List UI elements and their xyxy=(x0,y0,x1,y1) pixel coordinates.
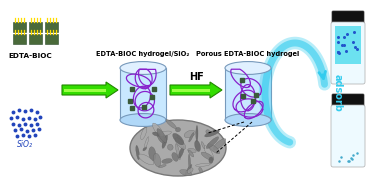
Ellipse shape xyxy=(162,135,167,148)
Ellipse shape xyxy=(130,120,226,176)
Ellipse shape xyxy=(175,138,186,149)
Ellipse shape xyxy=(136,145,139,160)
Text: EDTA-BIOC hydrogel/SiO₂: EDTA-BIOC hydrogel/SiO₂ xyxy=(96,51,190,57)
Ellipse shape xyxy=(199,167,203,173)
Ellipse shape xyxy=(206,137,218,149)
Ellipse shape xyxy=(175,144,180,160)
FancyArrow shape xyxy=(172,88,210,91)
Ellipse shape xyxy=(201,152,214,160)
Ellipse shape xyxy=(144,137,149,148)
Bar xyxy=(120,68,166,120)
Bar xyxy=(29,34,42,44)
Bar xyxy=(225,68,271,120)
Ellipse shape xyxy=(206,130,210,134)
Ellipse shape xyxy=(175,127,181,132)
Bar xyxy=(45,34,58,44)
FancyArrow shape xyxy=(64,88,106,91)
Ellipse shape xyxy=(209,157,213,163)
Ellipse shape xyxy=(196,125,198,142)
Ellipse shape xyxy=(184,130,195,138)
Ellipse shape xyxy=(157,132,165,143)
Bar xyxy=(13,22,26,32)
Ellipse shape xyxy=(225,62,271,74)
Ellipse shape xyxy=(149,147,156,161)
Ellipse shape xyxy=(173,133,184,145)
Ellipse shape xyxy=(157,129,167,142)
Ellipse shape xyxy=(177,135,183,148)
Text: Porous EDTA-BIOC hydrogel: Porous EDTA-BIOC hydrogel xyxy=(197,51,300,57)
Ellipse shape xyxy=(120,62,166,74)
Ellipse shape xyxy=(195,163,210,166)
Ellipse shape xyxy=(153,153,161,167)
Text: HF: HF xyxy=(189,72,203,82)
FancyArrow shape xyxy=(170,82,222,98)
FancyBboxPatch shape xyxy=(332,11,364,25)
Ellipse shape xyxy=(166,119,177,129)
Ellipse shape xyxy=(152,132,160,136)
FancyArrow shape xyxy=(62,82,118,98)
Ellipse shape xyxy=(195,141,200,151)
Ellipse shape xyxy=(187,168,193,173)
Ellipse shape xyxy=(187,148,196,153)
Bar xyxy=(45,22,58,32)
Ellipse shape xyxy=(214,139,226,150)
Ellipse shape xyxy=(204,130,220,137)
Ellipse shape xyxy=(167,144,173,150)
Text: SiO₂: SiO₂ xyxy=(17,140,33,149)
Bar xyxy=(13,34,26,44)
Ellipse shape xyxy=(158,165,166,168)
Ellipse shape xyxy=(180,170,192,176)
Ellipse shape xyxy=(143,147,147,151)
FancyBboxPatch shape xyxy=(331,105,365,167)
Ellipse shape xyxy=(178,146,184,158)
Ellipse shape xyxy=(138,154,154,165)
FancyBboxPatch shape xyxy=(332,94,364,108)
Ellipse shape xyxy=(225,113,271,126)
Ellipse shape xyxy=(172,153,178,161)
Ellipse shape xyxy=(189,132,194,142)
Ellipse shape xyxy=(208,144,220,154)
FancyBboxPatch shape xyxy=(331,22,365,84)
Ellipse shape xyxy=(201,142,205,149)
Ellipse shape xyxy=(162,159,172,163)
Ellipse shape xyxy=(120,113,166,126)
Ellipse shape xyxy=(152,123,163,137)
Text: adsorb: adsorb xyxy=(333,74,343,112)
Ellipse shape xyxy=(188,150,194,157)
Ellipse shape xyxy=(185,165,192,175)
Ellipse shape xyxy=(141,127,147,140)
Ellipse shape xyxy=(157,131,172,136)
Bar xyxy=(335,26,361,64)
Ellipse shape xyxy=(204,146,214,159)
Bar xyxy=(29,22,42,32)
Text: EDTA-BIOC: EDTA-BIOC xyxy=(8,53,52,59)
Ellipse shape xyxy=(188,154,191,172)
